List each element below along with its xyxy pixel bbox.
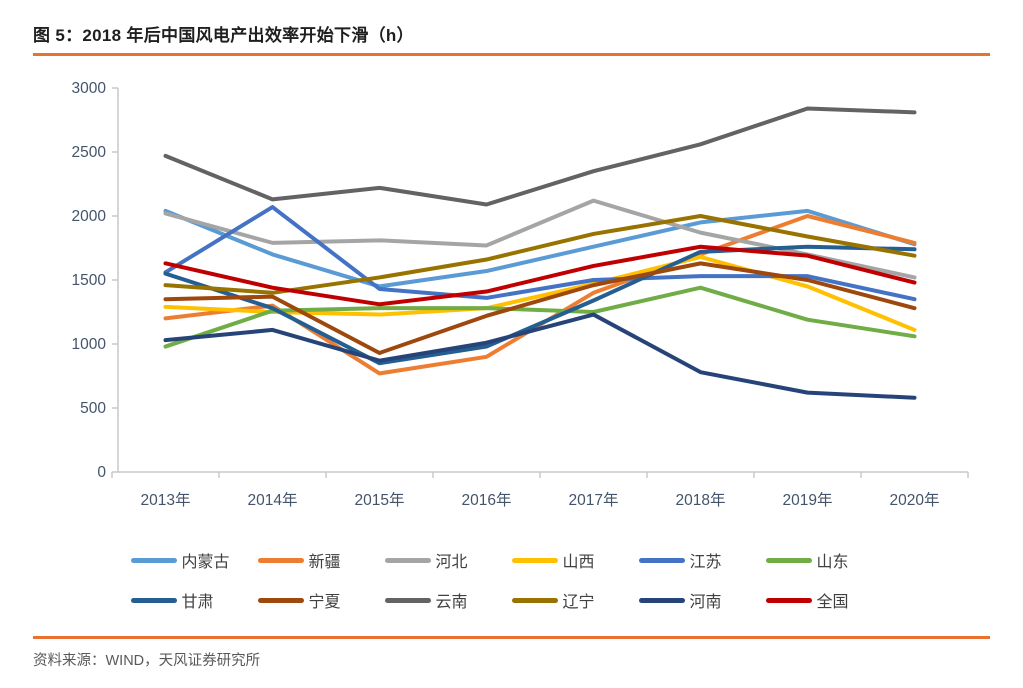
legend-label: 河北 (435, 554, 468, 571)
legend-swatch (511, 597, 558, 603)
legend-swatch (638, 597, 685, 603)
x-tick-label: 2016年 (462, 491, 512, 509)
legend-label: 新疆 (308, 554, 341, 571)
y-tick-label: 2500 (72, 144, 107, 161)
series-line-宁夏 (163, 261, 917, 355)
legend-swatch (765, 557, 812, 563)
x-tick-label: 2015年 (355, 491, 405, 509)
series-line-云南 (163, 106, 917, 207)
chart-legend-row-1: 内蒙古 新疆 河北 山西 江苏 山东 (110, 548, 913, 572)
series-line-内蒙古 (163, 208, 917, 289)
y-tick-label: 1500 (72, 272, 107, 289)
legend-item-辽宁: 辽宁 (511, 588, 639, 612)
y-tick-label: 2000 (72, 208, 107, 225)
y-tick-label: 500 (80, 400, 106, 417)
series-line-山东 (163, 285, 917, 349)
y-tick-label: 1000 (72, 336, 107, 353)
series-line-甘肃 (163, 244, 917, 366)
y-tick-label: 0 (97, 464, 106, 481)
legend-label: 内蒙古 (181, 554, 230, 571)
chart-legend-row-2: 甘肃 宁夏 云南 辽宁 河南 全国 (110, 588, 913, 612)
legend-label: 江苏 (689, 554, 722, 571)
title-underline (33, 53, 990, 56)
legend-swatch (130, 597, 177, 603)
legend-item-新疆: 新疆 (257, 548, 385, 572)
x-tick-label: 2014年 (248, 491, 298, 509)
legend-item-山西: 山西 (511, 548, 639, 572)
legend-item-云南: 云南 (384, 588, 512, 612)
legend-item-内蒙古: 内蒙古 (130, 548, 258, 572)
legend-swatch (257, 557, 304, 563)
x-tick-label: 2019年 (783, 491, 833, 509)
x-tick-label: 2018年 (676, 491, 726, 509)
legend-label: 辽宁 (562, 594, 595, 611)
legend-item-江苏: 江苏 (638, 548, 766, 572)
legend-label: 山东 (816, 554, 849, 571)
legend-swatch (384, 597, 431, 603)
legend-label: 河南 (689, 594, 722, 611)
series-line-河南 (163, 312, 917, 400)
x-tick-label: 2020年 (890, 491, 940, 509)
legend-item-山东: 山东 (765, 548, 893, 572)
legend-label: 云南 (435, 594, 468, 611)
series-line-全国 (163, 244, 917, 307)
x-tick-label: 2017年 (569, 491, 619, 509)
legend-swatch (130, 557, 177, 563)
legend-swatch (765, 597, 812, 603)
series-line-山西 (163, 254, 917, 332)
legend-label: 山西 (562, 554, 595, 571)
legend-item-河南: 河南 (638, 588, 766, 612)
figure-title: 图 5：2018 年后中国风电产出效率开始下滑（h） (33, 26, 414, 45)
x-tick-label: 2013年 (141, 491, 191, 509)
legend-swatch (257, 597, 304, 603)
legend-item-全国: 全国 (765, 588, 893, 612)
y-tick-label: 3000 (72, 80, 107, 97)
series-line-河北 (163, 198, 917, 280)
legend-swatch (638, 557, 685, 563)
legend-item-甘肃: 甘肃 (130, 588, 258, 612)
legend-label: 宁夏 (308, 594, 341, 611)
legend-item-河北: 河北 (384, 548, 512, 572)
footer-rule (33, 636, 990, 639)
legend-swatch (511, 557, 558, 563)
legend-item-宁夏: 宁夏 (257, 588, 385, 612)
legend-label: 全国 (816, 594, 849, 611)
source-note: 资料来源：WIND，天风证券研究所 (33, 653, 261, 669)
legend-label: 甘肃 (181, 594, 214, 611)
legend-swatch (384, 557, 431, 563)
